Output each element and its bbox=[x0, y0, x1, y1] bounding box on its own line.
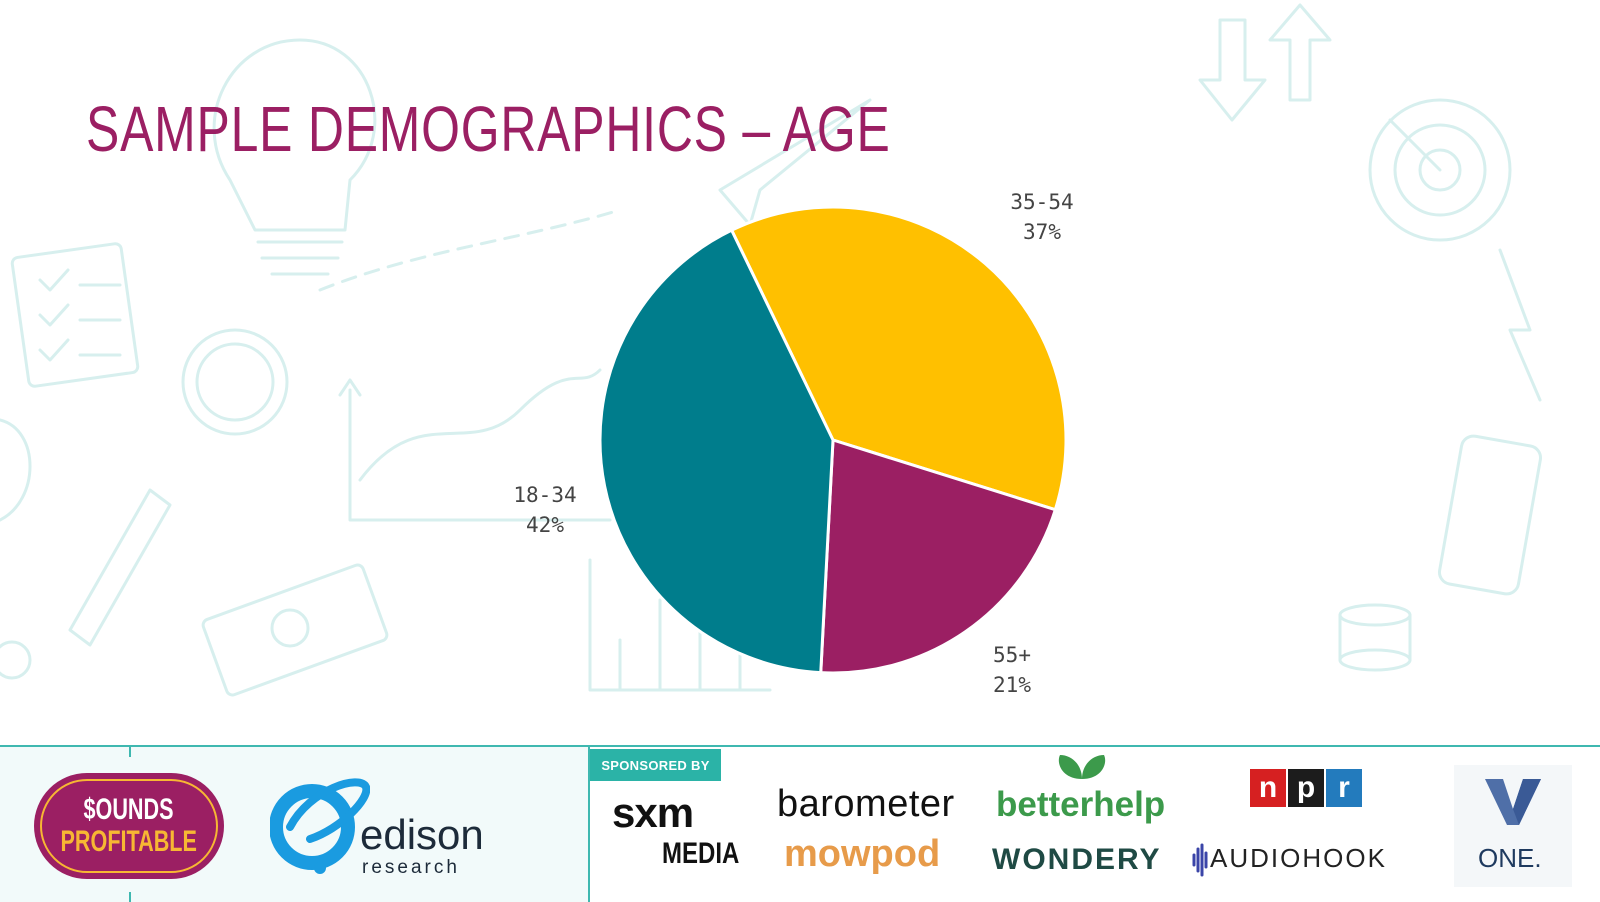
slice-value-55-plus: 21% bbox=[993, 673, 1031, 697]
sounds-profitable-logo: $OUNDS PROFITABLE bbox=[34, 773, 224, 879]
edison-globe-icon bbox=[269, 778, 371, 874]
edison-sub: research bbox=[362, 857, 460, 878]
one-chevron-icon bbox=[1485, 779, 1541, 825]
slice-category-35-54: 35-54 bbox=[1010, 190, 1074, 214]
money-icon bbox=[201, 563, 389, 697]
footer-divider bbox=[588, 747, 590, 902]
pie-slice-55-plus bbox=[819, 437, 1058, 675]
pencil-icon bbox=[68, 488, 172, 647]
partner-logos: $OUNDS PROFITABLE edison research bbox=[0, 747, 588, 902]
betterhelp-logo: betterhelp bbox=[996, 785, 1166, 824]
pie-slice-35-54 bbox=[729, 205, 1068, 512]
pie-chart bbox=[598, 205, 1068, 675]
one-logo: ONE. bbox=[1478, 843, 1542, 873]
phone-icon bbox=[1437, 434, 1543, 596]
divider-tick bbox=[129, 892, 131, 902]
lightning-icon bbox=[1498, 248, 1542, 402]
background-doodles bbox=[0, 3, 1543, 697]
npr-letter-p: p bbox=[1288, 769, 1324, 807]
lightbulb-icon bbox=[212, 38, 377, 232]
slice-value-18-34: 42% bbox=[526, 513, 564, 537]
edison-word: edison bbox=[360, 811, 484, 858]
slice-label-35-54: 35-54 37% bbox=[987, 187, 1097, 247]
sounds-profitable-word-1: $OUNDS bbox=[83, 793, 175, 826]
slide: SAMPLE DEMOGRAPHICS – AGE 35-54 37% 55+ … bbox=[0, 3, 1543, 700]
target-icon bbox=[1368, 98, 1512, 242]
arrow-down-icon bbox=[1198, 18, 1267, 122]
npr-logo: n p r bbox=[1250, 769, 1362, 807]
coin-icon bbox=[181, 328, 289, 436]
sponsored-by-label: SPONSORED BY bbox=[590, 749, 721, 781]
divider-tick bbox=[129, 747, 131, 757]
line-graph-icon bbox=[348, 368, 612, 522]
slice-label-55-plus: 55+ 21% bbox=[957, 640, 1067, 700]
audiohook-wave-icon bbox=[1192, 843, 1208, 877]
pie-slice-18-34 bbox=[598, 228, 835, 675]
paper-plane-icon bbox=[718, 98, 872, 227]
slice-label-18-34: 18-34 42% bbox=[490, 480, 600, 540]
barometer-logo: barometer bbox=[777, 783, 955, 825]
one-logo-box bbox=[1454, 765, 1572, 887]
sxm-logo-bottom: MEDIA bbox=[662, 837, 740, 870]
arrow-up-icon bbox=[1268, 3, 1332, 102]
slice-category-18-34: 18-34 bbox=[513, 483, 577, 507]
wondery-logo: WONDERY bbox=[992, 843, 1162, 876]
logo-border bbox=[40, 779, 218, 873]
sponsor-logos: sxm MEDIA barometer mowpod betterhelp WO… bbox=[590, 747, 1600, 902]
mowpod-logo: mowpod bbox=[784, 833, 941, 875]
page-title: SAMPLE DEMOGRAPHICS – AGE bbox=[86, 93, 891, 165]
betterhelp-leaf-icon bbox=[1058, 755, 1106, 779]
sxm-logo-top: sxm bbox=[612, 789, 694, 836]
npr-letter-n: n bbox=[1250, 769, 1286, 807]
sounds-profitable-word-2: PROFITABLE bbox=[60, 825, 198, 858]
npr-letter-r: r bbox=[1326, 769, 1362, 807]
footer: $OUNDS PROFITABLE edison research sxm ME… bbox=[0, 745, 1600, 902]
slice-category-55-plus: 55+ bbox=[993, 643, 1031, 667]
slice-value-35-54: 37% bbox=[1023, 220, 1061, 244]
audiohook-logo: AUDIOHOOK bbox=[1210, 843, 1387, 873]
checklist-icon bbox=[10, 242, 140, 388]
edison-research-logo: edison research bbox=[269, 769, 510, 879]
